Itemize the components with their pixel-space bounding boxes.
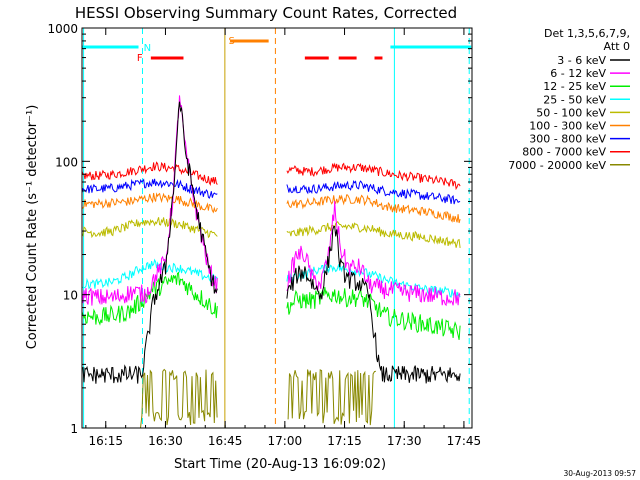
legend-header-detectors: Det 1,3,5,6,7,9, [544,27,630,40]
legend-label: 25 - 50 keV [543,93,606,106]
x-tick-label: 16:15 [88,434,123,448]
series-line-6 [81,178,461,205]
series-line-4 [81,217,461,248]
y-tick-label: 100 [55,155,78,169]
series-line-2 [81,271,461,341]
plot-area: NF S 16:15 16:30 16:45 17:00 17:15 17:30 17:45 1 1… [47,22,481,448]
legend-label: 6 - 12 keV [550,67,606,80]
annotation-s: S [228,36,234,47]
x-tick-label: 16:30 [148,434,183,448]
series-line-5 [81,192,461,224]
legend-label: 12 - 25 keV [543,80,606,93]
legend-label: 300 - 800 keV [529,133,606,146]
legend-label: 50 - 100 keV [536,106,606,119]
legend-label: 100 - 300 keV [529,120,606,133]
timestamp: 30-Aug-2013 09:57 [563,469,636,478]
series-line-3 [81,258,461,299]
chart-title: HESSI Observing Summary Count Rates, Cor… [75,4,457,22]
series-line-7 [81,161,461,191]
annotation-n: N [144,43,151,54]
x-tick-label: 17:30 [387,434,422,448]
y-axis-label: Corrected Count Rate (s⁻¹ detector⁻¹) [25,105,40,350]
series-line-0 [81,101,461,384]
legend-label: 800 - 7000 keV [522,146,606,159]
x-axis-label: Start Time (20-Aug-13 16:09:02) [174,457,386,472]
legend-label: 7000 - 20000 keV [508,159,606,172]
legend-label: 3 - 6 keV [557,54,606,67]
annotation-f: F [137,53,143,64]
y-tick-label: 1000 [47,22,78,36]
legend-header-attenuator: Att 0 [604,40,630,53]
x-tick-label: 17:00 [268,434,303,448]
y-tick-label: 1 [70,422,78,436]
plot-frame [81,27,473,429]
x-tick-label: 16:45 [208,434,243,448]
x-tick-label: 17:15 [327,434,362,448]
series-line-8 [82,368,377,429]
x-tick-label: 17:45 [447,434,482,448]
y-tick-label: 10 [63,289,78,303]
